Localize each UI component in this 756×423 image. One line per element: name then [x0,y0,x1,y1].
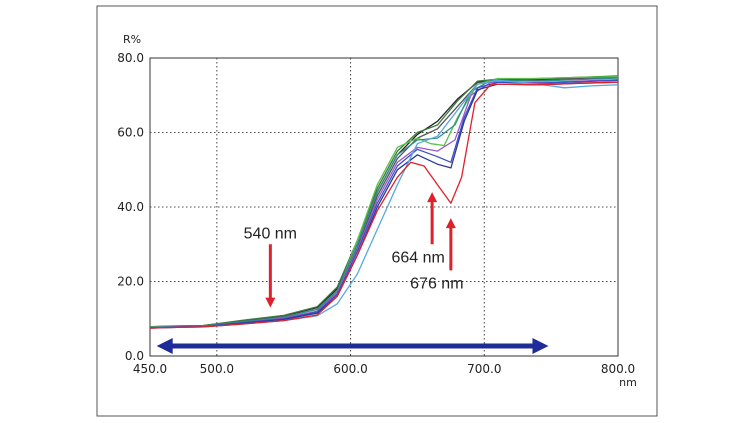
x-axis-label: nm [619,376,637,389]
series-line-blue [149,79,619,329]
axis-ticks: 450.0 500.0 600.0 700.0 800.0 0.0 20.0 40.0 60.0… [117,51,635,376]
x-tick-label: 450.0 [133,362,167,376]
y-tick-label: 60.0 [117,126,144,140]
annotation-label: 664 nm [391,249,444,266]
series-lines [149,75,619,329]
range-arrow-head-left [156,337,173,354]
annotation-arrow-head [427,192,438,203]
y-tick-label: 40.0 [117,200,144,214]
x-tick-label: 600.0 [333,362,367,376]
x-tick-label: 800.0 [601,362,635,376]
series-line-red [149,81,619,329]
annotation-label: 676 nm [410,275,463,292]
plot-area [149,57,619,357]
annotation-label: 540 nm [244,225,297,242]
annotations: 540 nm 664 nm 676 nm [156,192,549,354]
y-tick-label: 20.0 [117,275,144,289]
grid-lines [150,58,618,356]
range-arrow-head-right [532,337,549,354]
annotation-arrow-head [445,218,456,229]
y-axis-label: R% [123,33,141,46]
y-tick-label: 80.0 [117,51,144,65]
x-tick-label: 700.0 [467,362,501,376]
y-tick-label: 0.0 [125,349,144,363]
annotation-arrow-head [265,297,276,308]
x-tick-label: 500.0 [200,362,234,376]
